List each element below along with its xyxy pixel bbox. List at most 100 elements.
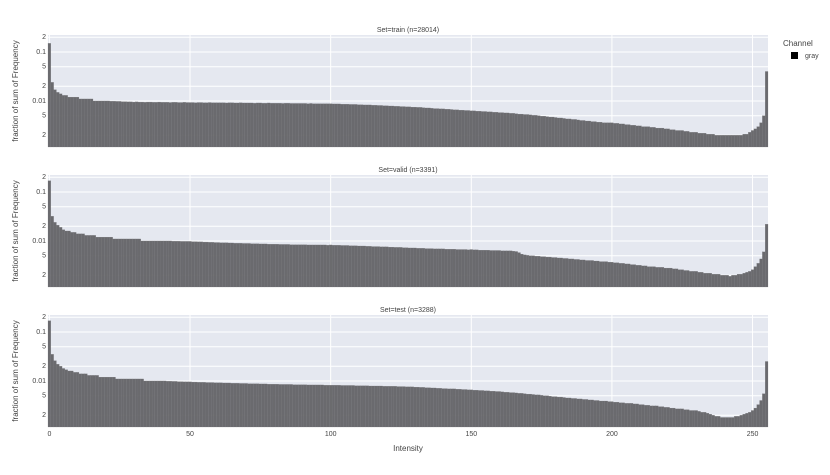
bar — [725, 135, 729, 148]
bar — [382, 105, 386, 148]
bar — [424, 107, 428, 148]
bar — [627, 263, 631, 288]
bar — [185, 241, 189, 288]
bar — [511, 113, 515, 148]
bar — [672, 268, 676, 288]
bar — [126, 378, 130, 428]
bar — [520, 113, 524, 148]
bar — [464, 249, 468, 288]
bar — [160, 102, 164, 148]
bar — [250, 102, 254, 148]
bar — [109, 236, 113, 288]
bar — [292, 244, 296, 288]
bar — [73, 372, 77, 428]
bar — [292, 384, 296, 428]
bar — [455, 389, 459, 428]
bar — [413, 386, 417, 428]
bar — [132, 101, 136, 148]
bar — [104, 100, 108, 148]
bar — [646, 405, 650, 428]
bar — [675, 408, 679, 428]
bar — [132, 238, 136, 288]
bar — [587, 120, 591, 148]
bar — [70, 232, 74, 288]
bar — [188, 381, 192, 428]
bar — [272, 384, 276, 428]
bar — [286, 384, 290, 428]
bar — [663, 128, 667, 148]
bar — [675, 130, 679, 148]
bar — [92, 375, 96, 428]
bar — [700, 272, 704, 288]
bar — [180, 381, 184, 428]
bar — [596, 260, 600, 288]
bar — [433, 108, 437, 148]
bar — [368, 246, 372, 288]
bar — [126, 101, 130, 148]
bar — [419, 248, 423, 288]
bar — [669, 267, 673, 288]
bar — [306, 384, 310, 428]
bar — [73, 232, 77, 288]
bar — [610, 401, 614, 428]
bar — [315, 103, 319, 148]
bar — [298, 103, 302, 148]
bar — [351, 104, 355, 148]
bar — [455, 249, 459, 288]
bar — [292, 103, 296, 148]
x-tick-label: 200 — [606, 431, 618, 438]
bar — [430, 387, 434, 428]
bar — [517, 252, 521, 288]
bar — [644, 265, 648, 288]
bar — [517, 113, 521, 148]
bar — [247, 102, 251, 148]
bar — [610, 262, 614, 288]
bar — [478, 250, 482, 288]
bar — [734, 416, 738, 428]
bar — [689, 132, 693, 148]
bar — [593, 400, 597, 428]
bar — [261, 103, 265, 148]
bar — [410, 386, 414, 428]
bar — [208, 102, 212, 148]
bar — [607, 122, 611, 148]
bar — [587, 260, 591, 288]
bar — [461, 249, 465, 288]
bar — [565, 397, 569, 428]
bar — [334, 385, 338, 428]
bar — [270, 384, 274, 428]
bar — [534, 256, 538, 288]
bar — [151, 102, 155, 148]
bar — [208, 382, 212, 428]
bar — [92, 100, 96, 148]
y-tick-label: 2 — [42, 223, 46, 230]
bar — [753, 407, 757, 428]
bar — [53, 360, 57, 428]
bar — [430, 108, 434, 148]
bar — [632, 125, 636, 148]
bar — [258, 383, 262, 428]
bar — [641, 404, 645, 428]
bar — [61, 368, 65, 428]
bar — [739, 415, 743, 428]
bar — [177, 102, 181, 148]
bar — [50, 82, 54, 148]
bar — [301, 244, 305, 288]
bar — [655, 127, 659, 148]
bar — [458, 249, 462, 288]
bar — [489, 250, 493, 288]
bar — [520, 253, 524, 288]
bar — [455, 109, 459, 148]
bar — [714, 416, 718, 428]
bar — [267, 384, 271, 428]
bar — [571, 258, 575, 288]
bar — [703, 133, 707, 148]
bar — [720, 417, 724, 428]
bar — [526, 255, 530, 288]
bar — [303, 244, 307, 288]
bar — [388, 386, 392, 428]
bar — [84, 373, 88, 428]
bar — [118, 378, 122, 428]
bar — [466, 249, 470, 288]
bar — [607, 401, 611, 428]
